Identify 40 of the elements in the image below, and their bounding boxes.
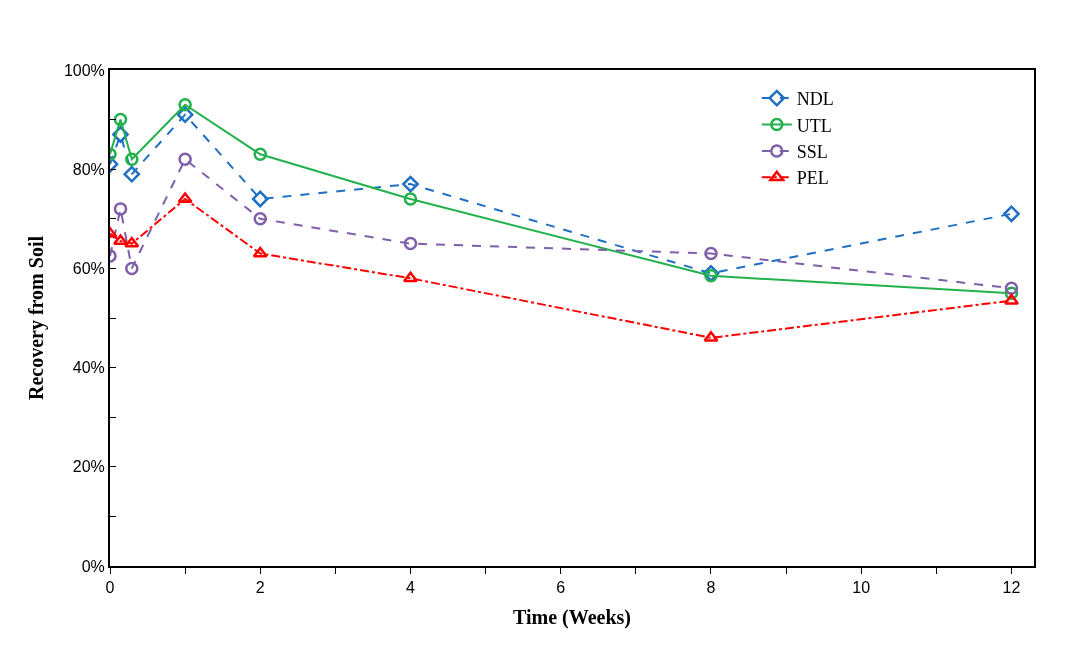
point [253, 147, 267, 162]
x-tick-label: 6 [556, 579, 566, 597]
point [125, 261, 139, 276]
point [178, 97, 192, 112]
x-tick-label: 2 [255, 579, 265, 597]
legend-label: UTL [796, 115, 832, 136]
point [1004, 281, 1019, 295]
point [123, 165, 141, 183]
point [251, 190, 269, 208]
point [113, 112, 128, 127]
point [125, 152, 139, 167]
point [124, 236, 140, 248]
point [403, 192, 418, 206]
x-tick-label: 10 [852, 579, 871, 597]
y-tick-label: 80% [72, 160, 105, 178]
x-tick-label: 0 [105, 579, 115, 597]
x-axis-title: Time (Weeks) [513, 606, 631, 630]
legend-label: NDL [796, 89, 834, 110]
x-tick-label: 8 [706, 579, 716, 597]
point [178, 152, 192, 167]
y-tick-label: 60% [72, 260, 105, 277]
point [402, 271, 419, 283]
y-tick-label: 40% [72, 359, 105, 377]
y-tick-label: 100% [63, 61, 105, 79]
point [113, 202, 128, 216]
point [112, 234, 129, 246]
point [1003, 205, 1020, 223]
x-tick-label: 12 [1002, 579, 1021, 597]
point [253, 212, 267, 226]
point [403, 236, 418, 251]
point [1003, 293, 1020, 305]
legend-label: PEL [796, 168, 829, 189]
y-tick-label: 0% [81, 557, 105, 575]
point [252, 246, 268, 258]
x-tick-label: 4 [406, 579, 416, 597]
y-tick-label: 20% [72, 458, 105, 476]
point [402, 175, 419, 193]
y-axis-title: Recovery from Soil [24, 235, 48, 401]
legend-label: SSL [796, 141, 828, 162]
point [704, 246, 718, 261]
